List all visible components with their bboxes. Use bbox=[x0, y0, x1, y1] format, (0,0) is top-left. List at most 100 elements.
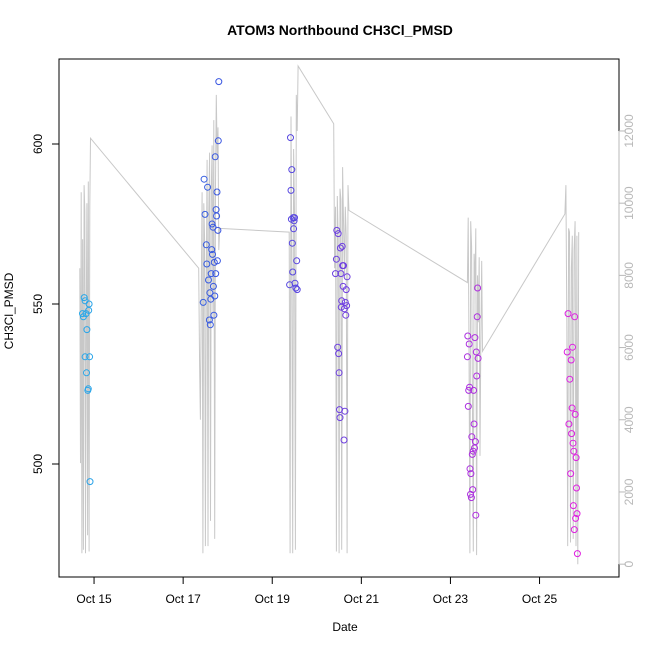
data-point bbox=[567, 356, 575, 364]
x-tick-label: Oct 19 bbox=[255, 592, 291, 606]
data-point bbox=[464, 332, 472, 340]
points-layer bbox=[79, 78, 581, 558]
data-point bbox=[288, 239, 296, 247]
data-point bbox=[83, 326, 91, 334]
data-point bbox=[470, 420, 478, 428]
data-point bbox=[335, 350, 343, 358]
data-point bbox=[467, 494, 475, 502]
data-point bbox=[212, 270, 220, 278]
y2-tick-label: 6000 bbox=[622, 334, 636, 361]
data-point bbox=[572, 514, 580, 522]
data-point bbox=[474, 284, 482, 292]
data-point bbox=[569, 343, 576, 351]
data-point bbox=[563, 348, 571, 356]
data-point bbox=[208, 246, 216, 254]
data-point bbox=[213, 257, 221, 265]
data-point bbox=[336, 414, 344, 422]
data-point bbox=[81, 353, 89, 361]
y2-tick-label: 2000 bbox=[622, 478, 636, 505]
data-point bbox=[473, 372, 481, 380]
data-point bbox=[342, 286, 350, 294]
data-point bbox=[472, 511, 480, 519]
data-point bbox=[340, 262, 347, 270]
data-point bbox=[208, 220, 216, 228]
data-point bbox=[211, 153, 219, 161]
data-point bbox=[569, 439, 577, 447]
data-point bbox=[85, 300, 93, 308]
data-point bbox=[291, 214, 298, 222]
data-point bbox=[332, 255, 340, 263]
data-point bbox=[338, 242, 346, 250]
y-tick-label: 500 bbox=[31, 454, 45, 474]
data-point bbox=[468, 433, 476, 441]
data-point bbox=[83, 369, 90, 377]
data-point bbox=[203, 260, 211, 268]
x-tick-label: Oct 21 bbox=[344, 592, 380, 606]
data-point bbox=[343, 302, 351, 310]
data-point bbox=[334, 230, 342, 238]
data-point bbox=[209, 223, 217, 231]
data-point bbox=[573, 484, 580, 492]
data-point bbox=[287, 134, 294, 142]
data-point bbox=[469, 447, 477, 455]
data-point bbox=[86, 353, 94, 361]
data-point bbox=[86, 478, 94, 486]
data-point bbox=[209, 282, 217, 290]
data-point bbox=[210, 311, 218, 319]
data-point bbox=[341, 407, 349, 415]
y2-tick-label: 10000 bbox=[622, 186, 636, 220]
data-point bbox=[572, 454, 580, 462]
data-point bbox=[206, 289, 214, 297]
x-tick-label: Oct 23 bbox=[433, 592, 469, 606]
data-point bbox=[209, 250, 216, 258]
data-point bbox=[342, 311, 350, 319]
data-point bbox=[567, 470, 575, 478]
data-point bbox=[289, 268, 297, 276]
data-point bbox=[293, 286, 301, 294]
y2-tick-label: 4000 bbox=[622, 406, 636, 433]
data-point bbox=[463, 353, 471, 361]
data-point bbox=[290, 225, 298, 233]
data-point bbox=[570, 526, 578, 534]
data-point bbox=[207, 270, 215, 278]
data-point bbox=[466, 465, 474, 473]
altitude-layer bbox=[79, 64, 580, 565]
data-point bbox=[573, 550, 581, 558]
data-point bbox=[214, 226, 222, 234]
data-point bbox=[290, 217, 298, 225]
data-point bbox=[474, 354, 482, 362]
data-point bbox=[573, 510, 581, 518]
data-point bbox=[473, 313, 481, 321]
data-point bbox=[341, 298, 349, 306]
data-point bbox=[565, 420, 573, 428]
y-tick-label: 600 bbox=[31, 134, 45, 154]
data-point bbox=[469, 486, 477, 494]
y2-tick-label: 0 bbox=[622, 561, 636, 568]
y-axis-label: CH3Cl_PMSD bbox=[2, 272, 16, 349]
data-point bbox=[471, 334, 479, 342]
data-point bbox=[213, 188, 221, 196]
data-point bbox=[564, 310, 572, 318]
data-point bbox=[215, 78, 223, 86]
y-tick-label: 550 bbox=[31, 294, 45, 314]
y-axis-right: 0 2000 4000 6000 8000 10000 12000 bbox=[618, 114, 636, 568]
data-point bbox=[334, 343, 342, 351]
data-point bbox=[80, 294, 88, 302]
data-point bbox=[201, 210, 209, 218]
data-point bbox=[200, 175, 208, 183]
data-point bbox=[287, 186, 295, 194]
data-point bbox=[472, 348, 480, 356]
data-point bbox=[206, 321, 214, 329]
data-point bbox=[569, 502, 577, 510]
data-point bbox=[467, 470, 475, 478]
data-point bbox=[204, 183, 212, 191]
x-tick-label: Oct 25 bbox=[522, 592, 558, 606]
data-point bbox=[337, 270, 345, 278]
data-point bbox=[291, 279, 299, 287]
data-point bbox=[336, 244, 344, 252]
x-tick-label: Oct 15 bbox=[76, 592, 112, 606]
x-axis: Oct 15 Oct 17 Oct 19 Oct 21 Oct 23 Oct 25 bbox=[76, 576, 558, 606]
data-point bbox=[465, 340, 473, 348]
data-point bbox=[211, 292, 219, 300]
